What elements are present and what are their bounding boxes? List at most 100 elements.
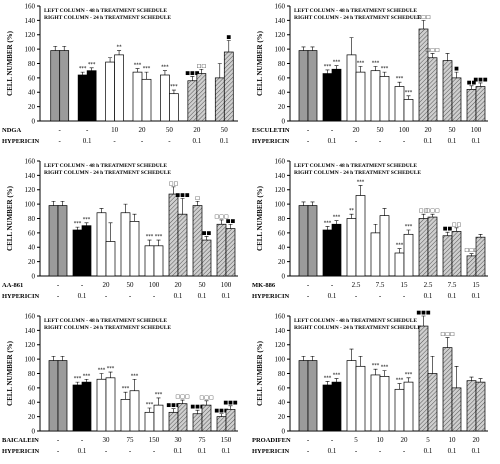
error-bar xyxy=(397,81,402,87)
bar-48h xyxy=(105,61,115,122)
x-hypericin-label: - xyxy=(403,447,406,455)
bar-48h xyxy=(160,74,170,122)
x-drug-label: 30 xyxy=(103,436,111,444)
x-hypericin-label: - xyxy=(57,447,60,455)
bar-48h xyxy=(168,411,179,432)
y-tick-label: 0 xyxy=(282,117,286,125)
y-tick-label: 40 xyxy=(28,399,36,407)
significance-label: *** xyxy=(146,402,154,408)
y-axis-label: CELL NUMBER (%) xyxy=(6,185,14,251)
error-bar xyxy=(469,85,474,90)
error-bar xyxy=(430,213,435,218)
significance-label: *** xyxy=(372,363,380,369)
significance-label: *** xyxy=(170,84,178,90)
x-drug-label: 20 xyxy=(473,436,481,444)
x-drug-label: 7.5 xyxy=(448,281,457,289)
error-bar xyxy=(310,355,315,361)
bar-48h xyxy=(48,205,59,277)
error-bar xyxy=(219,219,224,225)
significance-label: ■■■ xyxy=(175,192,189,198)
error-bar xyxy=(228,405,233,410)
y-tick-label: 0 xyxy=(32,117,36,125)
y-tick-label: 80 xyxy=(28,215,36,223)
x-hypericin-label: 0.1 xyxy=(174,447,183,455)
error-bar xyxy=(108,222,113,242)
error-bar xyxy=(89,67,94,71)
error-bar xyxy=(469,376,474,381)
y-tick-label: 20 xyxy=(278,258,286,266)
significance-label: *** xyxy=(333,60,341,66)
error-bar xyxy=(147,239,152,246)
x-hypericin-label: 0.1 xyxy=(472,137,481,145)
error-bar xyxy=(325,69,330,74)
row-label-drug: AA-861 xyxy=(2,282,23,289)
error-bar xyxy=(123,391,128,400)
row-label-hypericin: HYPERICIN xyxy=(2,448,40,455)
x-hypericin-label: - xyxy=(105,292,108,300)
significance-label: ** xyxy=(349,208,355,214)
y-tick-label: 100 xyxy=(25,356,36,364)
bar-24h xyxy=(225,409,236,432)
y-tick-label: 60 xyxy=(28,74,36,82)
significance-label: *** xyxy=(381,365,389,371)
error-bar xyxy=(301,201,306,206)
y-axis-label: CELL NUMBER (%) xyxy=(6,30,14,96)
error-bar xyxy=(204,400,209,406)
bar-48h xyxy=(132,71,143,122)
bar-24h xyxy=(201,404,212,432)
y-axis-label: CELL NUMBER (%) xyxy=(256,340,264,406)
error-bar xyxy=(190,76,195,81)
significance-label: ■■■ xyxy=(185,70,199,76)
y-tick-label: 100 xyxy=(25,46,36,54)
error-bar xyxy=(406,95,411,100)
bar-24h xyxy=(475,381,486,432)
error-bar xyxy=(204,236,209,241)
significance-label: *** xyxy=(98,368,106,374)
bar-48h xyxy=(168,193,179,277)
bar-24h xyxy=(355,195,366,277)
error-bar xyxy=(397,383,402,390)
error-bar xyxy=(195,409,200,414)
bar-24h xyxy=(379,215,390,277)
x-drug-label: - xyxy=(307,436,310,444)
error-bar xyxy=(397,248,402,253)
bar-24h xyxy=(331,68,342,122)
row-label-hypericin: HYPERICIN xyxy=(252,293,290,300)
bar-24h xyxy=(331,223,342,277)
error-bar xyxy=(454,366,459,388)
y-tick-label: 20 xyxy=(278,103,286,111)
x-hypericin-label: 0.1 xyxy=(83,137,92,145)
error-bar xyxy=(445,53,450,61)
x-drug-label: 20 xyxy=(175,281,183,289)
x-drug-label: 20 xyxy=(401,436,409,444)
x-drug-label: 15 xyxy=(401,281,409,289)
y-axis-label: CELL NUMBER (%) xyxy=(256,30,264,96)
bar-24h xyxy=(59,50,70,122)
bar-48h xyxy=(72,229,83,277)
x-hypericin-label: - xyxy=(153,447,156,455)
x-hypericin-label: - xyxy=(105,447,108,455)
significance-label: *** xyxy=(405,372,413,378)
error-bar xyxy=(358,66,363,73)
x-drug-label: 150 xyxy=(149,436,160,444)
chart-title: LEFT COLUMN - 48 h TREATMENT SCHEDULE xyxy=(294,163,417,169)
error-bar xyxy=(310,201,315,206)
y-tick-label: 160 xyxy=(25,157,36,165)
error-bar xyxy=(382,71,387,77)
x-drug-label: 10 xyxy=(449,436,457,444)
significance-label: *** xyxy=(74,221,82,227)
significance-label: □□□ xyxy=(425,208,439,214)
bar-48h xyxy=(370,232,381,277)
error-bar xyxy=(228,223,233,229)
bar-48h xyxy=(120,212,131,277)
y-axis-label: CELL NUMBER (%) xyxy=(6,340,14,406)
bar-24h xyxy=(403,99,414,122)
bar-24h xyxy=(81,381,92,432)
x-drug-label: - xyxy=(59,126,62,134)
error-bar xyxy=(301,46,306,51)
x-drug-label: - xyxy=(307,126,310,134)
y-tick-label: 0 xyxy=(282,427,286,435)
x-drug-label: 50 xyxy=(199,281,207,289)
significance-label: *** xyxy=(83,373,91,379)
